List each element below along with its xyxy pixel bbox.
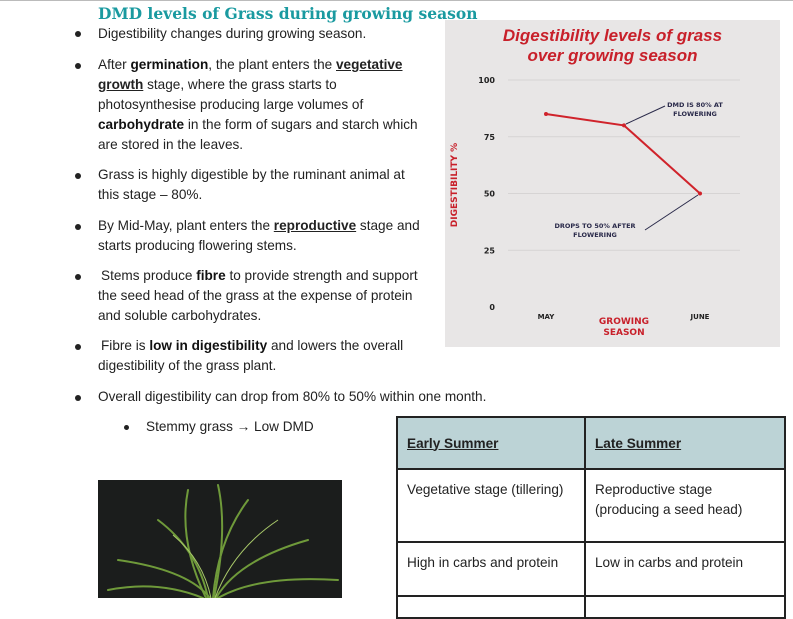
sub-bullet-text: Stemmy grass → Low DMD (146, 419, 314, 434)
annotation-arrow (644, 194, 699, 231)
x-tick-label: JUNE (690, 313, 710, 321)
table-cell: Reproductive stage (producing a seed hea… (584, 468, 786, 543)
table-row: High in carbs and protein Low in carbs a… (396, 541, 786, 597)
grass-photo (98, 480, 342, 598)
sub-bullet-dot (124, 425, 129, 430)
y-axis-label: DIGESTIBILITY % (450, 143, 460, 227)
bullet-text: Stems produce fibre to provide strength … (98, 268, 418, 323)
bullet-dot (75, 173, 81, 179)
annotation-arrow (625, 105, 666, 125)
bullet-text: Grass is highly digestible by the rumina… (98, 167, 405, 202)
digestibility-chart: Digestibility levels of grass over growi… (445, 20, 780, 347)
y-tick-label: 25 (484, 246, 496, 255)
y-tick-label: 75 (484, 133, 496, 142)
table-cell: High in carbs and protein (396, 541, 586, 597)
section-heading: DMD levels of Grass during growing seaso… (98, 4, 478, 23)
table-cell: Vegetative stage (tillering) (396, 468, 586, 543)
bullet-text: After germination, the plant enters the … (98, 57, 418, 152)
table-row (396, 595, 786, 619)
annotation-text: FLOWERING (673, 110, 717, 118)
grass-illustration (107, 484, 339, 598)
bullet-dot (75, 224, 81, 230)
x-axis-label: GROWING SEASON (599, 317, 649, 338)
table-header: Early Summer (396, 416, 586, 470)
table-header-row: Early Summer Late Summer (396, 416, 786, 470)
table-row: Vegetative stage (tillering) Reproductiv… (396, 468, 786, 543)
bullet-dot (75, 395, 81, 401)
bullet-dot (75, 31, 81, 37)
data-point (622, 123, 626, 128)
season-comparison-table: Early Summer Late Summer Vegetative stag… (396, 416, 786, 619)
annotation-text: DROPS TO 50% AFTER (554, 222, 635, 230)
table-header: Late Summer (584, 416, 786, 470)
x-tick-label: MAY (538, 313, 556, 321)
y-tick-label: 50 (484, 190, 496, 199)
bullet-text: Overall digestibility can drop from 80% … (98, 389, 487, 404)
chart-title: Digestibility levels of grass over growi… (502, 26, 723, 65)
bullet-dot (75, 344, 81, 350)
table-cell: Low in carbs and protein (584, 541, 786, 597)
bullet-dot (75, 274, 81, 280)
table-cell (584, 595, 786, 619)
chart-plot: 0 25 50 75 100 MAY JUNE GROWING SEASON DIGESTIBIL… (450, 76, 740, 338)
annotation-text: FLOWERING (573, 231, 617, 239)
bullet-dot (75, 63, 81, 69)
y-tick-label: 0 (489, 303, 495, 312)
table-cell (396, 595, 586, 619)
data-point (544, 112, 548, 117)
y-tick-label: 100 (478, 76, 495, 85)
annotation-text: DMD IS 80% AT (667, 101, 723, 109)
page-top-border (0, 0, 793, 1)
bullet-text: By Mid-May, plant enters the reproductiv… (98, 218, 420, 253)
bullet-text: Fibre is low in digestibility and lowers… (98, 338, 404, 373)
data-point (698, 191, 702, 196)
bullet-text: Digestibility changes during growing sea… (98, 26, 367, 41)
